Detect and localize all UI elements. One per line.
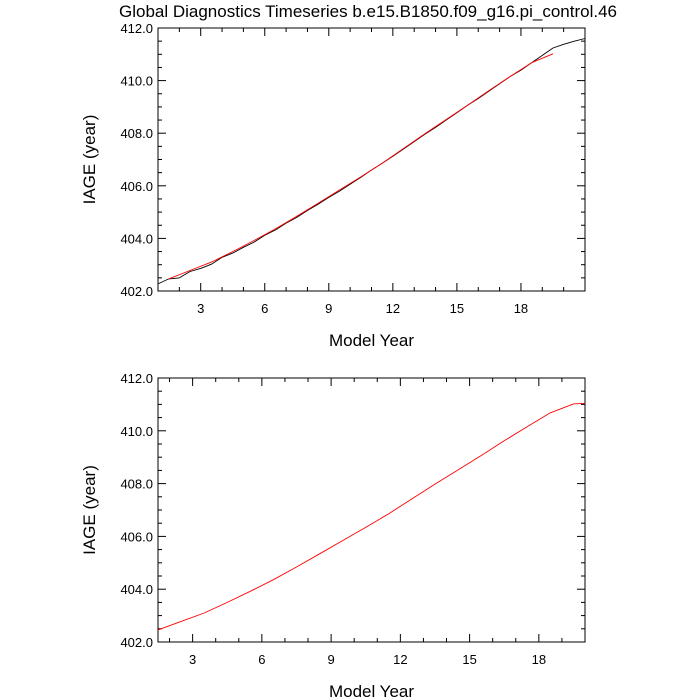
- series-line-annual: [168, 53, 554, 280]
- y-tick-label: 406.0: [120, 529, 153, 544]
- y-tick-label: 408.0: [120, 477, 153, 492]
- x-axis-title: Model Year: [329, 331, 414, 350]
- y-tick-label: 412.0: [120, 21, 153, 36]
- series-line-monthly: [157, 38, 586, 285]
- y-axis-title: IAGE (year): [80, 465, 99, 555]
- y-tick-label: 412.0: [120, 371, 153, 386]
- x-tick-label: 6: [258, 652, 265, 667]
- y-tick-label: 410.0: [120, 424, 153, 439]
- x-tick-label: 18: [532, 652, 546, 667]
- x-tick-label: 12: [386, 301, 400, 316]
- x-tick-label: 12: [393, 652, 407, 667]
- y-axis-title: IAGE (year): [80, 115, 99, 205]
- figure-title: Global Diagnostics Timeseries b.e15.B185…: [119, 2, 617, 21]
- chart-panel-2: 3 6 9 12 15 18 402.0 404.0 406.0 408.0 410.0 412.0 M…: [80, 371, 586, 700]
- plot-frame: [157, 377, 586, 643]
- x-tick-label: 6: [261, 301, 268, 316]
- y-tick-label: 402.0: [120, 635, 153, 650]
- y-tick-label: 408.0: [120, 126, 153, 141]
- x-tick-label: 9: [325, 301, 332, 316]
- y-tick-label: 410.0: [120, 74, 153, 89]
- x-tick-label: 15: [450, 301, 464, 316]
- x-tick-label: 9: [327, 652, 334, 667]
- x-tick-label: 15: [462, 652, 476, 667]
- x-tick-label: 3: [189, 652, 196, 667]
- y-tick-label: 404.0: [120, 582, 153, 597]
- x-tick-label: 18: [514, 301, 528, 316]
- x-tick-label: 3: [197, 301, 204, 316]
- series-line-annual: [157, 402, 586, 631]
- plot-frame: [157, 27, 586, 292]
- y-tick-label: 404.0: [120, 231, 153, 246]
- chart-panel-1: 3 6 9 12 15 18 402.0 404.0 406.0 408.0 410.0 412.0 M…: [80, 21, 586, 350]
- x-axis-title: Model Year: [329, 682, 414, 700]
- y-tick-label: 406.0: [120, 179, 153, 194]
- y-tick-label: 402.0: [120, 284, 153, 299]
